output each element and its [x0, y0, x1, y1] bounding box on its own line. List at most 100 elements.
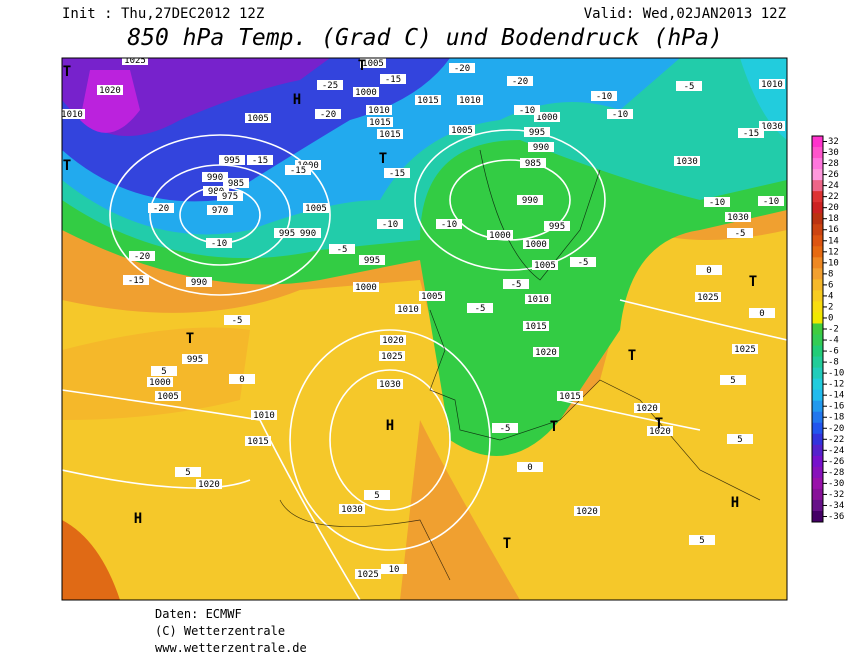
map-label: 1020: [576, 507, 598, 517]
colorbar-label: -26: [828, 457, 844, 467]
colorbar-cell: [812, 466, 823, 479]
label-box: [217, 191, 243, 201]
label-box: [570, 257, 596, 267]
colorbar-cell: [812, 400, 823, 413]
map-label: -5: [684, 82, 695, 92]
label-box: [329, 244, 355, 254]
map-label: 1025: [734, 345, 756, 355]
colorbar-label: 28: [828, 159, 839, 169]
map-label: -20: [454, 64, 470, 74]
label-box: [507, 76, 533, 86]
colorbar-label: -24: [828, 446, 844, 456]
map-label: -10: [709, 198, 725, 208]
colorbar-label: 10: [828, 258, 839, 268]
map-label: -15: [128, 276, 144, 286]
colorbar-cell: [812, 334, 823, 347]
label-box: [689, 535, 715, 545]
map-label: 1020: [649, 427, 671, 437]
colorbar-label: 22: [828, 192, 839, 202]
label-box: [274, 228, 300, 238]
map-label: 1020: [382, 336, 404, 346]
colorbar-label: -34: [828, 501, 844, 511]
map-label: 995: [187, 355, 203, 365]
label-box: [384, 168, 410, 178]
map-label: 995: [364, 256, 380, 266]
colorbar-cell: [812, 499, 823, 512]
label-box: [381, 564, 407, 574]
label-box: [360, 58, 386, 68]
pressure-center: T: [655, 416, 663, 432]
label-box: [738, 128, 764, 138]
map-label: 1005: [421, 292, 443, 302]
colorbar-label: 20: [828, 203, 839, 213]
colorbar-cell: [812, 257, 823, 269]
colorbar-label: -32: [828, 490, 844, 500]
label-box: [315, 109, 341, 119]
colorbar-cell: [812, 279, 823, 291]
colorbar-label: 6: [828, 280, 833, 290]
colorbar-label: -12: [828, 380, 844, 390]
colorbar-label: -10: [828, 369, 844, 379]
colorbar-cell: [812, 246, 823, 258]
label-box: [377, 129, 403, 139]
pressure-center: T: [628, 348, 636, 364]
colorbar-cell: [812, 268, 823, 280]
label-box: [245, 436, 271, 446]
label-box: [151, 366, 177, 376]
colorbar-cell: [812, 422, 823, 435]
map-label: 1000: [355, 283, 377, 293]
colorbar-cell: [812, 180, 823, 192]
colorbar-cell: [812, 444, 823, 457]
colorbar-cell: [812, 147, 823, 159]
map-label: 990: [207, 173, 223, 183]
colorbar-cell: [812, 235, 823, 247]
label-box: [380, 335, 406, 345]
colorbar-cell: [812, 136, 823, 148]
label-box: [467, 303, 493, 313]
map-label: 1010: [761, 80, 783, 90]
map-label: 1005: [247, 114, 269, 124]
map-label: 1020: [535, 348, 557, 358]
label-box: [247, 155, 273, 165]
label-box: [696, 265, 722, 275]
map-label: -20: [134, 252, 150, 262]
colorbar-label: -2: [828, 325, 839, 335]
label-box: [528, 142, 554, 152]
label-box: [574, 506, 600, 516]
map-label: 1030: [341, 505, 363, 515]
colorbar-cell: [812, 191, 823, 203]
label-box: [207, 205, 233, 215]
map-label: 990: [522, 196, 538, 206]
label-box: [457, 95, 483, 105]
map-label: 975: [222, 192, 238, 202]
map-label: 1000: [525, 240, 547, 250]
map-label: 985: [525, 159, 541, 169]
label-box: [366, 105, 392, 115]
pressure-center: T: [358, 58, 366, 74]
label-box: [634, 403, 660, 413]
map-label: 1005: [451, 126, 473, 136]
map-label: -20: [320, 110, 336, 120]
colorbar-cell: [812, 367, 823, 380]
colorbar-label: -8: [828, 358, 839, 368]
label-box: [523, 239, 549, 249]
map-label: 5: [185, 468, 190, 478]
website: www.wetterzentrale.de: [155, 641, 307, 655]
map-label: -15: [290, 166, 306, 176]
label-box: [525, 294, 551, 304]
colorbar-label: 2: [828, 302, 833, 312]
pressure-center: H: [386, 418, 394, 434]
map-label: 995: [279, 229, 295, 239]
map-label: 990: [533, 143, 549, 153]
label-box: [123, 275, 149, 285]
pressure-center: T: [379, 151, 387, 167]
colorbar-cell: [812, 345, 823, 358]
map-label: 1015: [379, 130, 401, 140]
map-label: 1010: [459, 96, 481, 106]
colorbar-cell: [812, 290, 823, 302]
map-label: -5: [232, 316, 243, 326]
label-box: [317, 80, 343, 90]
label-box: [607, 109, 633, 119]
colorbar-cell: [812, 455, 823, 468]
pressure-center: T: [550, 419, 558, 435]
